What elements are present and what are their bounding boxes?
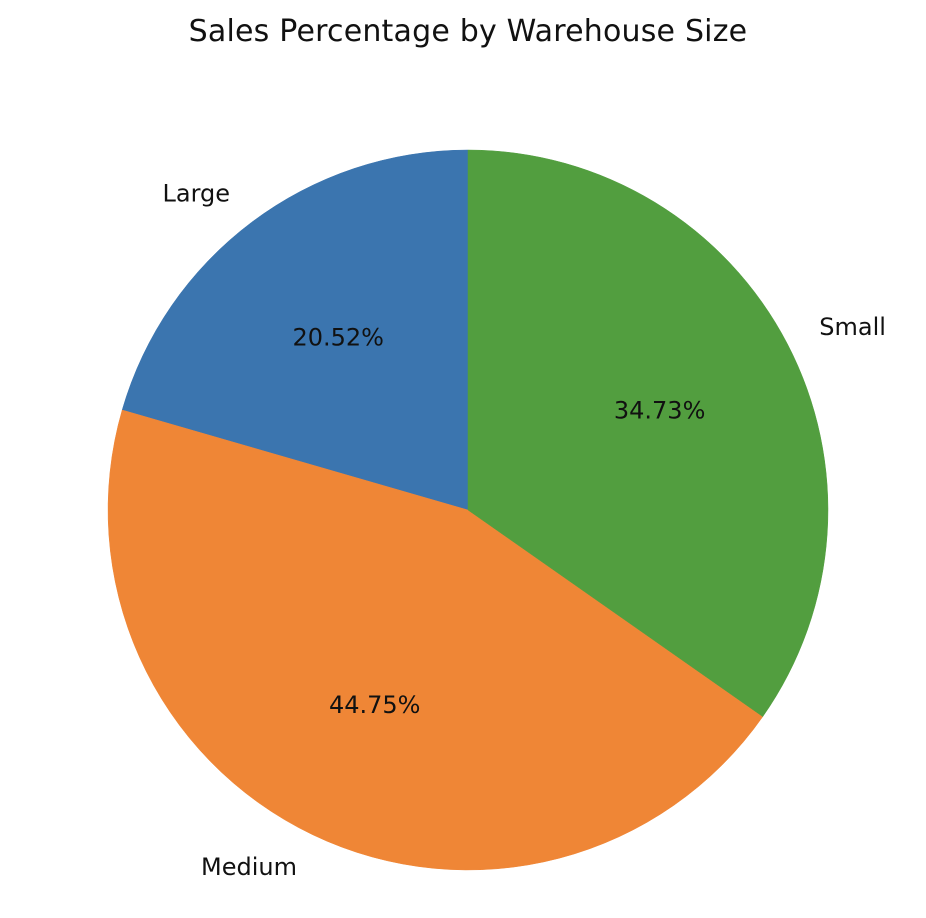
pie-labels: 20.52% Large 44.75% Medium 34.73% Small	[162, 179, 885, 881]
slice-label-medium: Medium	[201, 853, 297, 881]
slice-label-large: Large	[162, 179, 230, 207]
pie-slice-large	[121, 149, 469, 511]
pct-label-large: 20.52%	[292, 323, 384, 351]
pct-label-medium: 44.75%	[329, 691, 421, 719]
pie-slice-medium	[107, 409, 764, 871]
pie-slices	[107, 149, 829, 871]
pie-slice-small	[467, 149, 829, 717]
chart-title: Sales Percentage by Warehouse Size	[188, 14, 748, 49]
slice-label-small: Small	[819, 313, 886, 341]
pct-label-small: 34.73%	[614, 396, 706, 424]
